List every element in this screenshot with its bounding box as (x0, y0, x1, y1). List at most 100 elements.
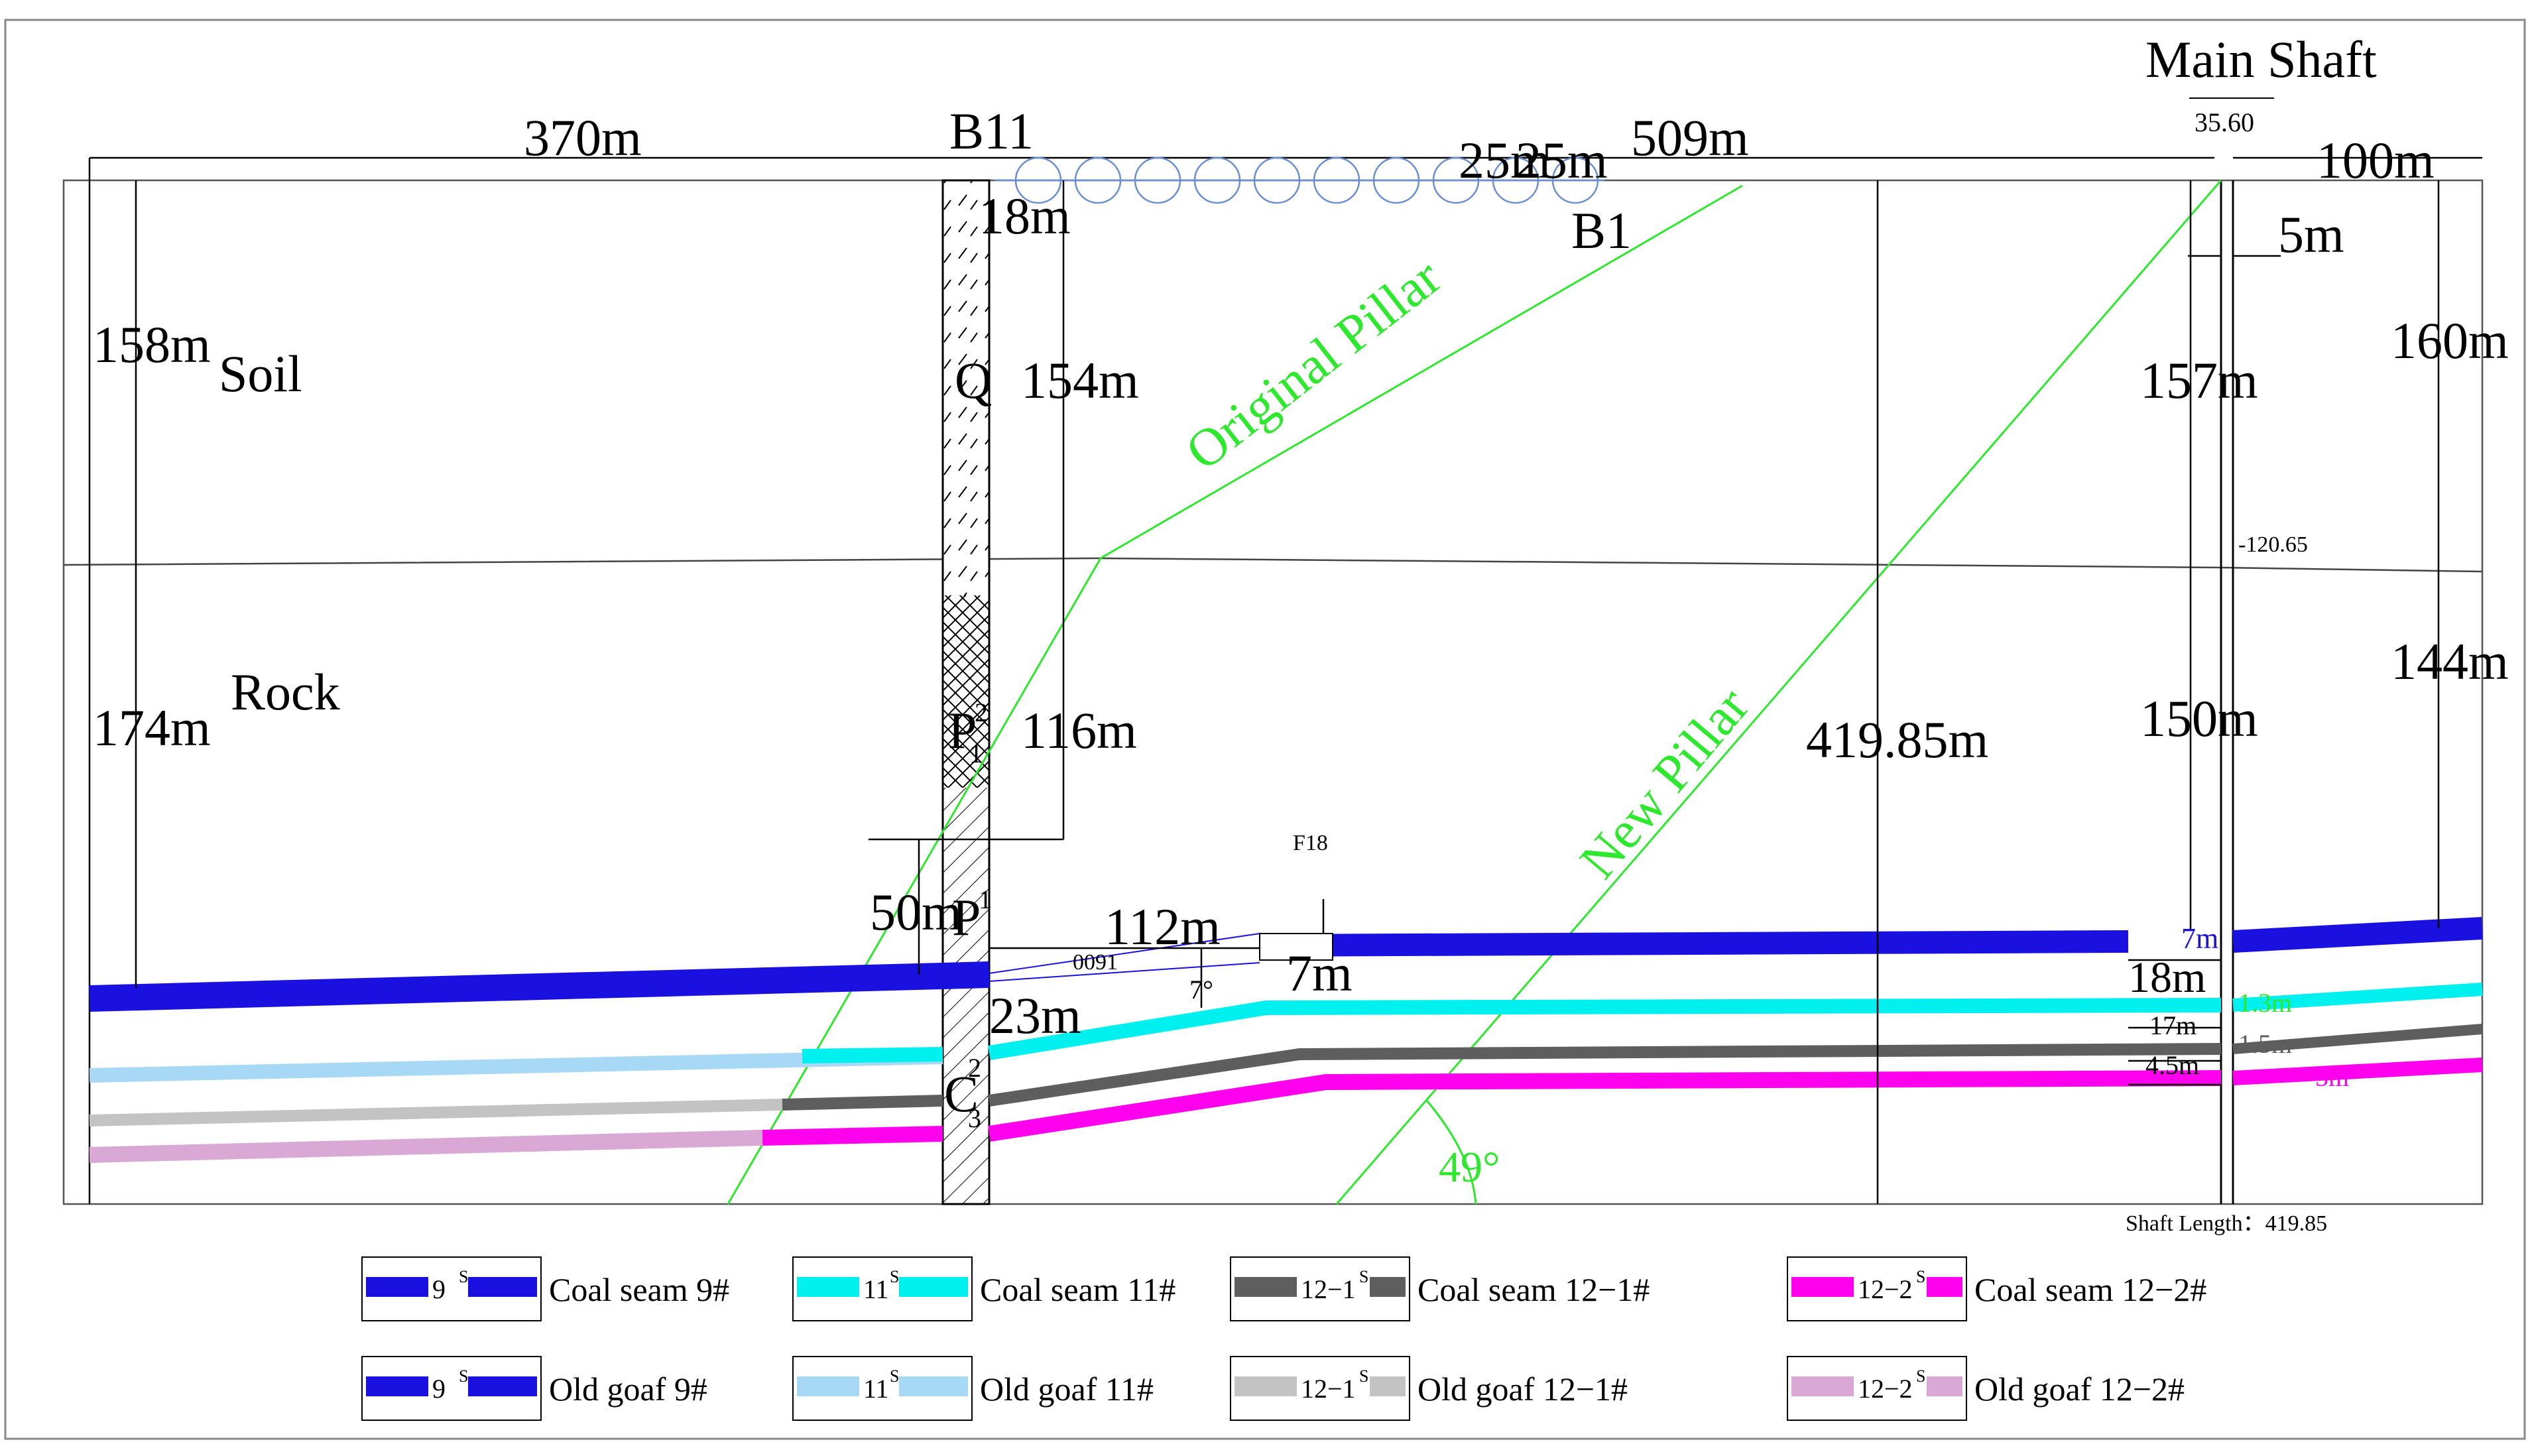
legend-label: Old goaf 12−1# (1417, 1370, 1628, 1408)
legend-code-sup: S (1916, 1366, 1925, 1386)
legend-code: 12−2 (1858, 1274, 1913, 1304)
dim-509m: 509m (1631, 109, 1749, 166)
dim-144m: 144m (2391, 633, 2509, 690)
dim-370m: 370m (524, 109, 642, 166)
strata-c23-sup: 2 (968, 1053, 981, 1083)
dim-160m: 160m (2391, 312, 2509, 369)
fault-f18-label: F18 (1293, 831, 1328, 855)
strata-c23-label: C (944, 1065, 979, 1122)
legend-code-bg (1297, 1272, 1370, 1302)
legend-code-sup: S (890, 1267, 899, 1286)
original-pillar-label: Original Pillar (1175, 248, 1452, 482)
legend-code-bg (1297, 1371, 1370, 1402)
shaft-length-label: Shaft Length：419.85 (2126, 1211, 2327, 1236)
coal-seam-11-left (802, 1047, 943, 1063)
coal-seam-9-right (1259, 930, 2129, 957)
dim-419-85m: 419.85m (1806, 711, 1988, 768)
new-pillar-line (1335, 180, 2222, 1205)
coal-seam-11 (988, 998, 2222, 1060)
dim-112m: 112m (1105, 898, 1221, 955)
legend-code-sup: S (459, 1267, 468, 1286)
borehole-b11-label: B11 (949, 102, 1034, 160)
dim-5m: 5m (2278, 206, 2344, 263)
legend-code-sup: S (459, 1366, 468, 1386)
legend-code-sup: S (1916, 1267, 1925, 1286)
rock-label: Rock (231, 663, 340, 721)
legend-code-bg (859, 1272, 899, 1302)
legend-code-bg (428, 1371, 468, 1402)
dim-17m: 17m (2149, 1010, 2197, 1040)
coal-seam-12-2-left (762, 1126, 943, 1146)
dim-116m: 116m (1021, 701, 1137, 759)
legend-code: 11 (863, 1374, 889, 1404)
dim-157m: 157m (2140, 351, 2258, 409)
dim-5m-pink: 5m (2315, 1062, 2349, 1092)
strata-p1-label: P (952, 888, 981, 946)
seam-9-thin-a (989, 933, 1260, 974)
strata-p12-sub: 1 (969, 739, 983, 768)
dim-150m: 150m (2140, 690, 2258, 747)
legend-label: Coal seam 9# (549, 1271, 729, 1308)
drill-holes (994, 156, 1604, 204)
old-goaf-12-2 (89, 1130, 763, 1163)
soil-rock-boundary (63, 557, 2483, 573)
new-pillar-label: New Pillar (1569, 677, 1760, 889)
dim-154m: 154m (1021, 351, 1139, 409)
legend-code-sup: S (890, 1366, 899, 1386)
strata-c23-sub: 3 (968, 1103, 981, 1133)
dim-18m-right: 18m (2128, 953, 2206, 1002)
borehole-b1-label: B1 (1571, 202, 1632, 259)
legend-code: 9 (432, 1374, 446, 1404)
legend-code-sup: S (1359, 1267, 1368, 1286)
old-goaf-9 (89, 963, 943, 1012)
dim-18m-top: 18m (979, 187, 1071, 245)
coal-seam-12-1-east (2232, 1024, 2483, 1054)
dim-1-3m: 1.3m (2238, 988, 2292, 1018)
fault-f18-box (1259, 933, 1333, 961)
dim-1-5m: 1.5m (2238, 1029, 2292, 1059)
legend-label: Coal seam 12−1# (1417, 1271, 1650, 1308)
strata-q-label: Q (955, 351, 992, 409)
legend-label: Coal seam 12−2# (1974, 1271, 2206, 1308)
shaft-top-elevation: 35.60 (2195, 107, 2254, 137)
outer-frame (4, 19, 2526, 1440)
soil-label: Soil (219, 345, 302, 402)
strata-p12-hatch (943, 595, 989, 788)
coal-seam-12-2-east (2232, 1058, 2483, 1085)
dim-50m: 50m (870, 883, 962, 941)
code-0091-label: 0091 (1073, 950, 1118, 975)
angle-7-label: 7° (1189, 975, 1213, 1004)
legend-label: Old goaf 9# (549, 1370, 707, 1408)
dimension-lines (135, 156, 2482, 1204)
shaft-elevation-label: -120.65 (2238, 532, 2308, 557)
coal-seam-12-2 (988, 1070, 2222, 1142)
legend-code: 9 (432, 1274, 446, 1304)
strata-p12-label: P (948, 701, 977, 759)
strata-q-hatch (943, 180, 989, 595)
coal-seam-9-mid (942, 961, 990, 989)
dim-23m: 23m (989, 987, 1081, 1044)
coal-seam-12-1 (988, 1043, 2222, 1107)
dim-25m-b: 25m (1516, 131, 1608, 189)
dim-158m: 158m (93, 316, 211, 373)
old-goaf-12-1 (89, 1099, 783, 1126)
angle-49-label: 49° (1439, 1143, 1500, 1191)
coal-seam-9-east (2232, 917, 2483, 953)
seam-9-thin-b (989, 962, 1260, 982)
legend-code-bg (1854, 1371, 1927, 1402)
coal-seam-11-east (2232, 983, 2483, 1012)
legend-code: 12−1 (1301, 1274, 1356, 1304)
legend: 9 S Coal seam 9# 11 S Coal seam 11# 12−1 S Coal … (361, 1256, 2206, 1421)
dim-7m-right: 7m (2181, 922, 2218, 955)
legend-label: Coal seam 11# (980, 1271, 1175, 1308)
legend-code: 12−2 (1858, 1374, 1913, 1404)
coal-seam-12-1-left (782, 1095, 943, 1111)
dim-25m-a: 25m (1459, 131, 1551, 189)
dim-174m: 174m (93, 699, 211, 757)
strata-c23-hatch (943, 967, 989, 1204)
legend-code-sup: S (1359, 1366, 1368, 1386)
legend-code: 11 (863, 1274, 889, 1304)
dim-4-5m: 4.5m (2145, 1050, 2199, 1080)
dim-100m: 100m (2317, 131, 2435, 189)
